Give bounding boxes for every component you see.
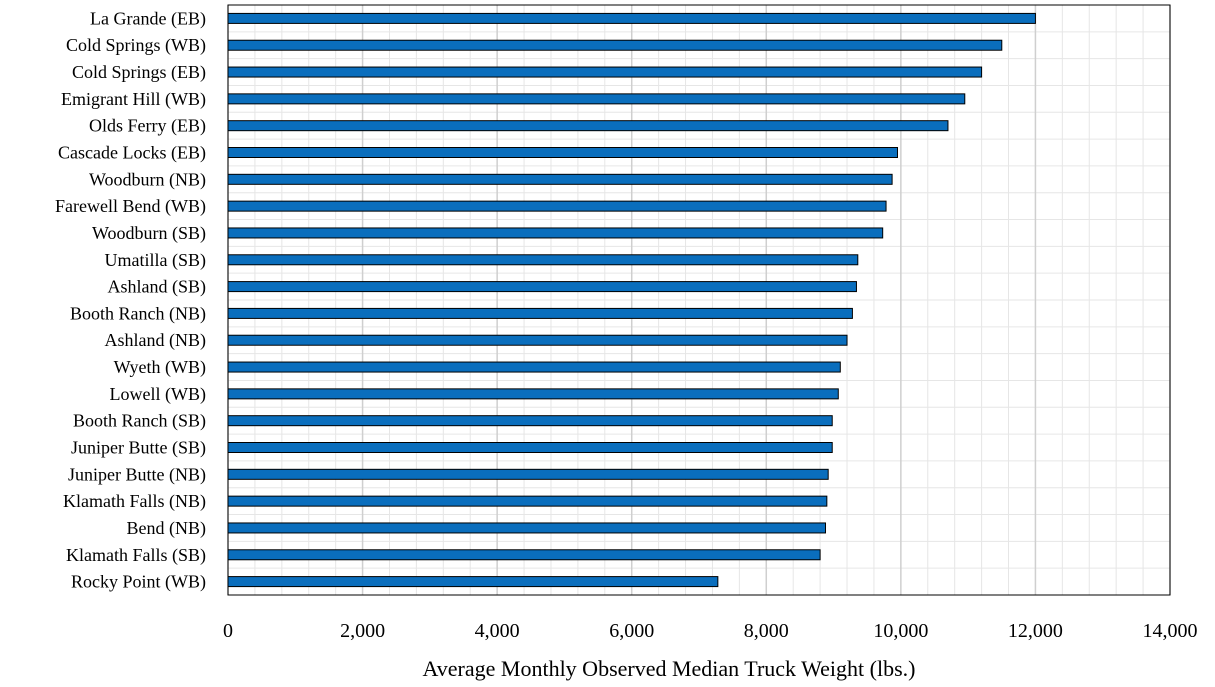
bar xyxy=(227,576,719,588)
bar xyxy=(227,361,841,373)
category-label: Ashland (SB) xyxy=(108,277,207,298)
category-label: Lowell (WB) xyxy=(110,384,206,405)
category-label: Emigrant Hill (WB) xyxy=(61,89,206,110)
bar xyxy=(227,442,833,453)
category-label: Umatilla (SB) xyxy=(105,250,207,271)
category-label: Bend (NB) xyxy=(127,518,207,539)
bar xyxy=(227,495,828,507)
bar xyxy=(227,307,853,319)
category-labels: La Grande (EB) Cold Springs (WB) Cold Spri… xyxy=(55,8,206,592)
category-label: Woodburn (NB) xyxy=(89,169,206,190)
x-tick-label: 12,000 xyxy=(1008,620,1063,642)
category-label: Juniper Butte (SB) xyxy=(71,438,206,459)
category-label: Juniper Butte (NB) xyxy=(68,464,206,485)
category-label: Klamath Falls (NB) xyxy=(63,491,206,512)
bar xyxy=(227,281,857,293)
category-label: La Grande (EB) xyxy=(90,8,206,29)
x-tick-label: 0 xyxy=(223,620,233,642)
x-tick-label: 14,000 xyxy=(1143,620,1198,642)
bar xyxy=(227,12,1036,24)
bar xyxy=(227,334,848,346)
bar xyxy=(227,522,826,534)
x-tick-label: 2,000 xyxy=(340,620,385,642)
category-label: Rocky Point (WB) xyxy=(71,572,206,593)
category-label: Wyeth (WB) xyxy=(114,357,206,378)
x-axis-title: Average Monthly Observed Median Truck We… xyxy=(423,656,916,681)
bar xyxy=(227,388,839,400)
x-tick-label: 10,000 xyxy=(873,620,928,642)
category-label: Cold Springs (EB) xyxy=(72,62,206,83)
category-label: Farewell Bend (WB) xyxy=(55,196,206,217)
bar xyxy=(227,227,884,239)
plot-area-border xyxy=(227,4,1171,596)
category-label: Booth Ranch (SB) xyxy=(73,411,206,432)
category-label: Cascade Locks (EB) xyxy=(58,143,206,164)
category-label: Klamath Falls (SB) xyxy=(66,545,206,566)
bar xyxy=(227,468,829,480)
bars xyxy=(227,12,1036,588)
category-label: Woodburn (SB) xyxy=(92,223,206,244)
bar xyxy=(227,415,833,427)
bar xyxy=(227,254,859,266)
x-tick-labels: 0 2,000 4,000 6,000 8,000 10,000 12,000 14,000 xyxy=(223,620,1198,642)
bar xyxy=(227,200,887,212)
category-label: Booth Ranch (NB) xyxy=(70,303,206,324)
bar xyxy=(227,66,983,78)
x-tick-label: 8,000 xyxy=(744,620,789,642)
bar xyxy=(227,549,821,561)
category-label: Ashland (NB) xyxy=(105,330,207,351)
category-label: Olds Ferry (EB) xyxy=(89,116,206,137)
bar xyxy=(227,147,898,158)
bar xyxy=(227,120,949,132)
x-tick-label: 4,000 xyxy=(475,620,520,642)
bar xyxy=(227,93,966,105)
bar xyxy=(227,39,1003,51)
x-tick-label: 6,000 xyxy=(609,620,654,642)
category-label: Cold Springs (WB) xyxy=(66,35,206,56)
bar xyxy=(227,173,893,185)
